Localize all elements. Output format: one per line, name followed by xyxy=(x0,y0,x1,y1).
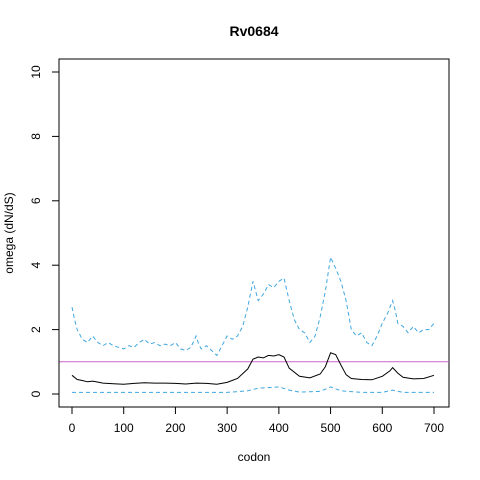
y-tick-label: 0 xyxy=(29,390,43,397)
x-tick-label: 300 xyxy=(217,421,237,435)
plot-frame xyxy=(58,58,450,408)
x-tick-label: 500 xyxy=(321,421,341,435)
x-tick-label: 200 xyxy=(165,421,185,435)
x-tick-label: 400 xyxy=(269,421,289,435)
y-tick-label: 4 xyxy=(29,262,43,269)
series-line-upper xyxy=(71,255,435,357)
series-line-lower xyxy=(72,386,434,393)
y-tick-label: 2 xyxy=(29,326,43,333)
series-line-mean xyxy=(71,352,435,385)
y-axis-title: omega (dN/dS) xyxy=(2,192,16,273)
y-tick-label: 6 xyxy=(29,197,43,204)
x-tick-label: 700 xyxy=(424,421,444,435)
x-tick-label: 100 xyxy=(114,421,134,435)
x-tick-label: 600 xyxy=(372,421,392,435)
x-tick-label: 0 xyxy=(69,421,76,435)
y-tick-label: 8 xyxy=(29,133,43,140)
y-tick-label: 10 xyxy=(29,65,43,79)
data-layer xyxy=(59,255,449,393)
axis-layer: 0 100 200 300 400 500 600 700 0 2 4 6 8 10 xyxy=(29,65,444,435)
chart-title: Rv0684 xyxy=(229,23,278,39)
x-axis-title: codon xyxy=(238,450,271,464)
